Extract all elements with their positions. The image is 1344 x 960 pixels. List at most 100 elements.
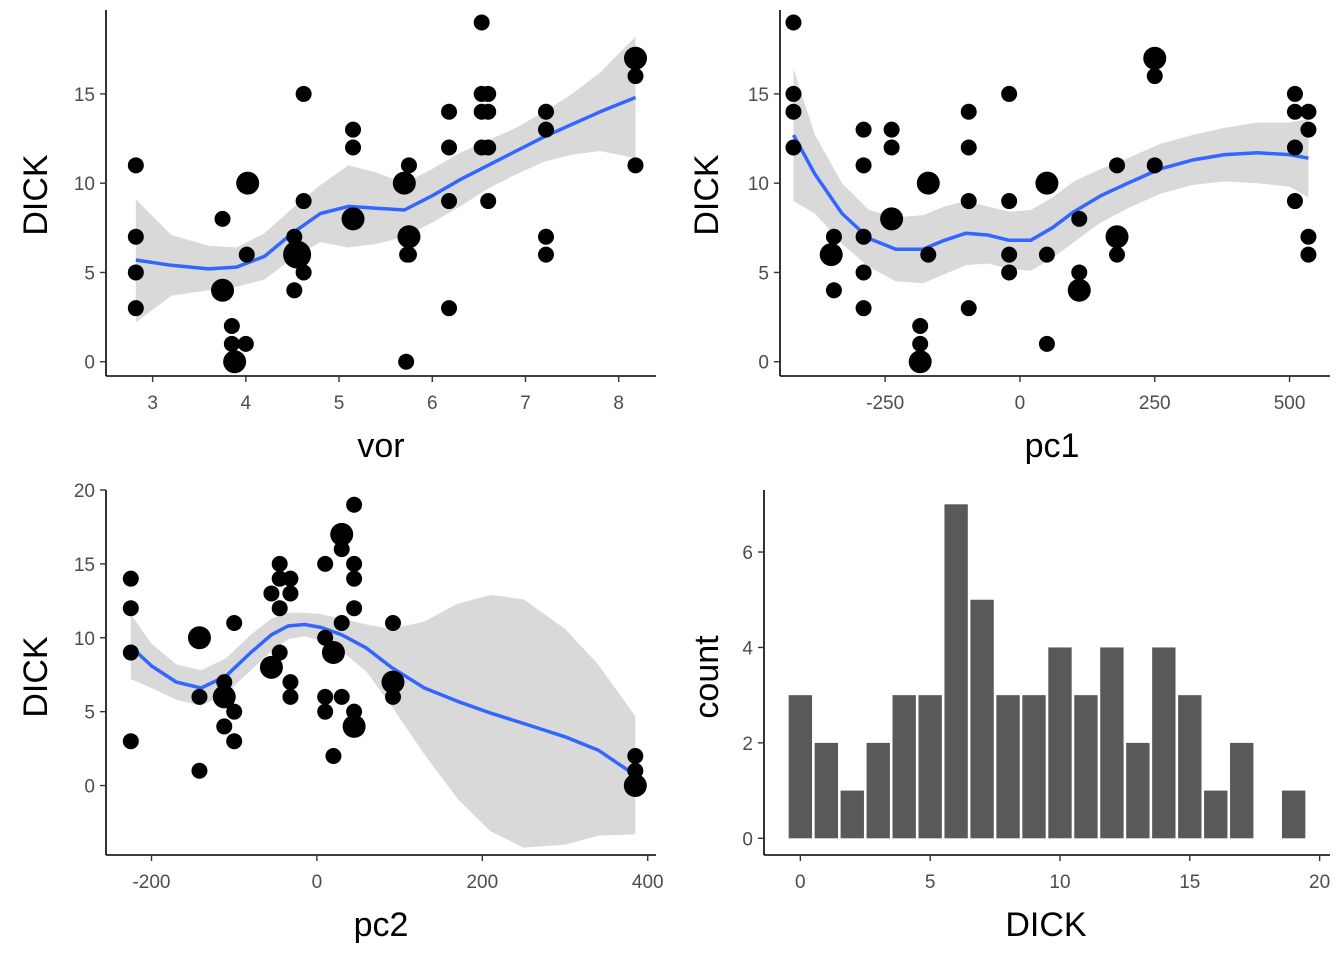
scatter-point: [1286, 193, 1303, 210]
histogram-bar: [1074, 695, 1098, 839]
scatter-point: [236, 171, 260, 195]
scatter-point: [916, 171, 940, 195]
scatter-point: [392, 171, 416, 195]
scatter-point: [216, 718, 233, 735]
y-tick-label: 2: [742, 734, 753, 755]
scatter-point: [908, 350, 932, 374]
histogram-bar: [1022, 695, 1046, 839]
scatter-point: [1146, 68, 1163, 85]
x-tick-label: 0: [312, 872, 323, 893]
x-axis-title: DICK: [1005, 906, 1087, 944]
scatter-point: [333, 541, 350, 558]
scatter-point: [441, 139, 458, 156]
scatter-point: [883, 139, 900, 156]
histogram-bar: [788, 695, 813, 839]
scatter-point: [398, 353, 415, 370]
scatter-point: [855, 157, 872, 174]
scatter-point: [1001, 246, 1018, 263]
scatter-point: [883, 121, 900, 138]
histogram-bar: [944, 504, 968, 839]
scatter-point: [346, 570, 363, 587]
scatter-point: [346, 555, 363, 572]
scatter-point: [920, 246, 937, 263]
y-tick-label: 0: [84, 777, 95, 798]
confidence-band: [793, 68, 1309, 284]
scatter-point: [122, 600, 139, 617]
scatter-point: [325, 747, 342, 764]
y-tick-label: 10: [74, 629, 95, 650]
y-tick-label: 0: [758, 353, 769, 374]
x-tick-label: 15: [1179, 872, 1200, 893]
scatter-point: [384, 688, 401, 705]
histogram-bar: [1281, 790, 1306, 839]
y-tick-label: 0: [742, 829, 753, 850]
histogram-bar: [918, 695, 942, 839]
x-tick-label: 10: [1049, 872, 1070, 893]
scatter-point: [122, 644, 139, 661]
scatter-point: [912, 318, 929, 335]
y-axis-title: DICK: [17, 636, 55, 718]
scatter-point: [627, 68, 644, 85]
scatter-point: [785, 103, 802, 120]
scatter-point: [855, 121, 872, 138]
scatter-point: [397, 225, 421, 249]
scatter-point: [538, 121, 554, 138]
scatter-point: [785, 139, 802, 156]
y-tick-label: 15: [748, 85, 769, 106]
y-axis-title: count: [688, 635, 726, 719]
scatter-point: [282, 688, 299, 705]
scatter-point: [212, 685, 236, 709]
scatter-point: [480, 103, 497, 120]
scatter-point: [330, 522, 354, 546]
scatter-point: [214, 210, 231, 227]
x-tick-label: 6: [427, 393, 438, 414]
scatter-point: [441, 193, 458, 210]
smooth-line: [129, 622, 637, 777]
scatter-point: [333, 614, 350, 631]
scatter-point: [238, 246, 255, 263]
scatter-point: [127, 264, 144, 281]
scatter-point: [321, 641, 345, 665]
histogram-bar: [996, 695, 1020, 839]
scatter-point: [223, 335, 240, 352]
x-axis-title: pc1: [1025, 427, 1080, 465]
scatter-point: [191, 762, 208, 779]
x-axis-title: pc2: [354, 906, 409, 944]
scatter-point: [263, 585, 280, 602]
x-tick-label: -250: [866, 393, 904, 414]
scatter-point: [1143, 46, 1167, 70]
y-tick-label: 0: [84, 353, 95, 374]
x-tick-label: 8: [613, 393, 624, 414]
scatter-point: [237, 335, 254, 352]
x-tick-label: 5: [925, 872, 936, 893]
scatter-point: [223, 318, 240, 335]
scatter-point: [785, 85, 802, 102]
scatter-point: [345, 139, 362, 156]
scatter-point: [1286, 139, 1303, 156]
y-tick-label: 15: [74, 85, 95, 106]
x-tick-label: 200: [466, 872, 498, 893]
scatter-point: [317, 629, 334, 646]
scatter-point: [317, 688, 334, 705]
scatter-point: [623, 46, 647, 70]
histogram-bar: [892, 695, 916, 839]
scatter-point: [1109, 246, 1126, 263]
scatter-point: [282, 570, 299, 587]
scatter-point: [122, 570, 139, 587]
scatter-point: [346, 496, 363, 513]
scatter-point: [317, 703, 334, 720]
scatter-point: [480, 139, 497, 156]
scatter-point: [295, 264, 312, 281]
y-tick-label: 20: [74, 481, 95, 502]
x-tick-label: 250: [1139, 393, 1171, 414]
scatter-point: [223, 350, 247, 374]
scatter-point: [211, 278, 235, 302]
scatter-point: [295, 193, 312, 210]
histogram-bar: [866, 742, 890, 839]
y-axis-title: DICK: [17, 154, 55, 236]
scatter-point: [623, 774, 647, 798]
scatter-point: [1105, 225, 1129, 249]
histogram-bar: [1126, 742, 1150, 839]
scatter-point: [317, 555, 334, 572]
